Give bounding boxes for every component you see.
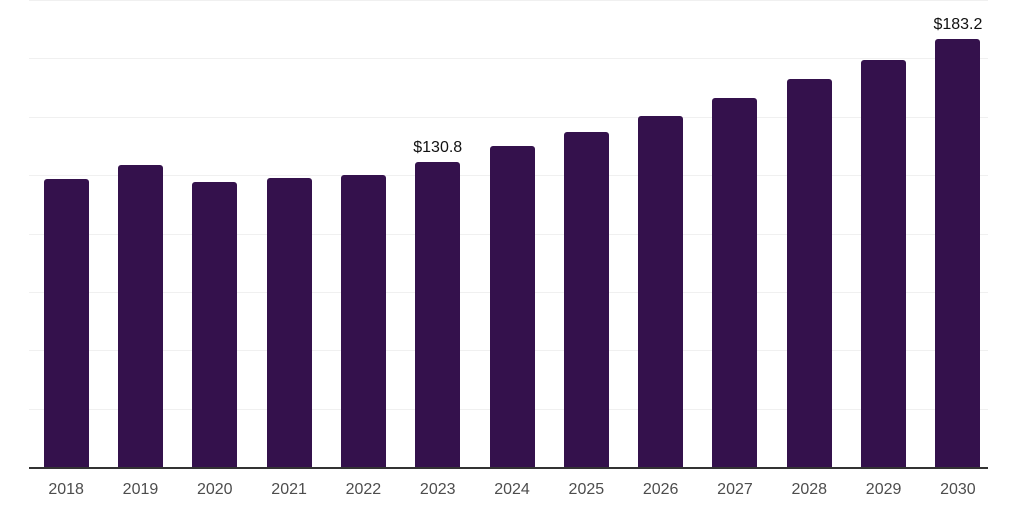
bar-2028 [786, 79, 832, 467]
bar-slot-2020 [178, 0, 252, 467]
bar-2029 [861, 59, 907, 467]
value-label-2030: $183.2 [933, 16, 983, 34]
x-tick-2027: 2027 [717, 481, 753, 498]
x-tick-2023: 2023 [419, 481, 456, 498]
x-tick-2029: 2029 [865, 481, 902, 498]
bar-2022 [340, 174, 386, 467]
bar-slot-2021 [252, 0, 326, 467]
x-tick-2022: 2022 [345, 481, 382, 498]
bars: $130.8 $183.2 [29, 0, 995, 467]
x-tick-2019: 2019 [122, 481, 159, 498]
x-tick-2020: 2020 [196, 481, 233, 498]
x-axis-labels: 2018 2019 2020 2021 2022 2023 2024 2025 2026 2027… [29, 481, 995, 499]
gridline-150 [29, 116, 988, 118]
bar-slot-2025 [549, 0, 623, 467]
bar-slot-2030: $183.2 [921, 0, 995, 467]
bar-slot-2027 [698, 0, 772, 467]
bar-slot-2029 [846, 0, 920, 467]
gridline-200 [29, 0, 988, 1]
bar-2018 [43, 178, 89, 467]
value-label-2023: $130.8 [413, 138, 463, 156]
bar-2021 [266, 178, 312, 467]
bar-slot-2019 [103, 0, 177, 467]
x-tick-2025: 2025 [568, 481, 605, 498]
bar-slot-2024 [475, 0, 549, 467]
bar-slot-2018 [29, 0, 103, 467]
x-tick-2021: 2021 [271, 481, 307, 498]
bar-2027 [712, 97, 758, 467]
x-tick-2018: 2018 [48, 481, 84, 498]
bar-slot-2026 [624, 0, 698, 467]
bar-2019 [117, 164, 163, 467]
x-tick-2028: 2028 [791, 481, 828, 498]
bar-2024 [489, 146, 535, 467]
bar-slot-2022 [326, 0, 400, 467]
bar-2026 [638, 116, 684, 467]
plot-area: $130.8 $183.2 [29, 0, 988, 469]
x-tick-2024: 2024 [494, 481, 530, 498]
bar-slot-2023: $130.8 [401, 0, 475, 467]
x-tick-2026: 2026 [642, 481, 679, 498]
bar-2030 [935, 39, 981, 467]
bar-2023 [415, 161, 461, 467]
x-tick-2030: 2030 [940, 481, 976, 498]
bar-slot-2028 [772, 0, 846, 467]
bar-2020 [192, 181, 238, 467]
gridline-175 [29, 58, 988, 60]
bar-2025 [563, 132, 609, 467]
